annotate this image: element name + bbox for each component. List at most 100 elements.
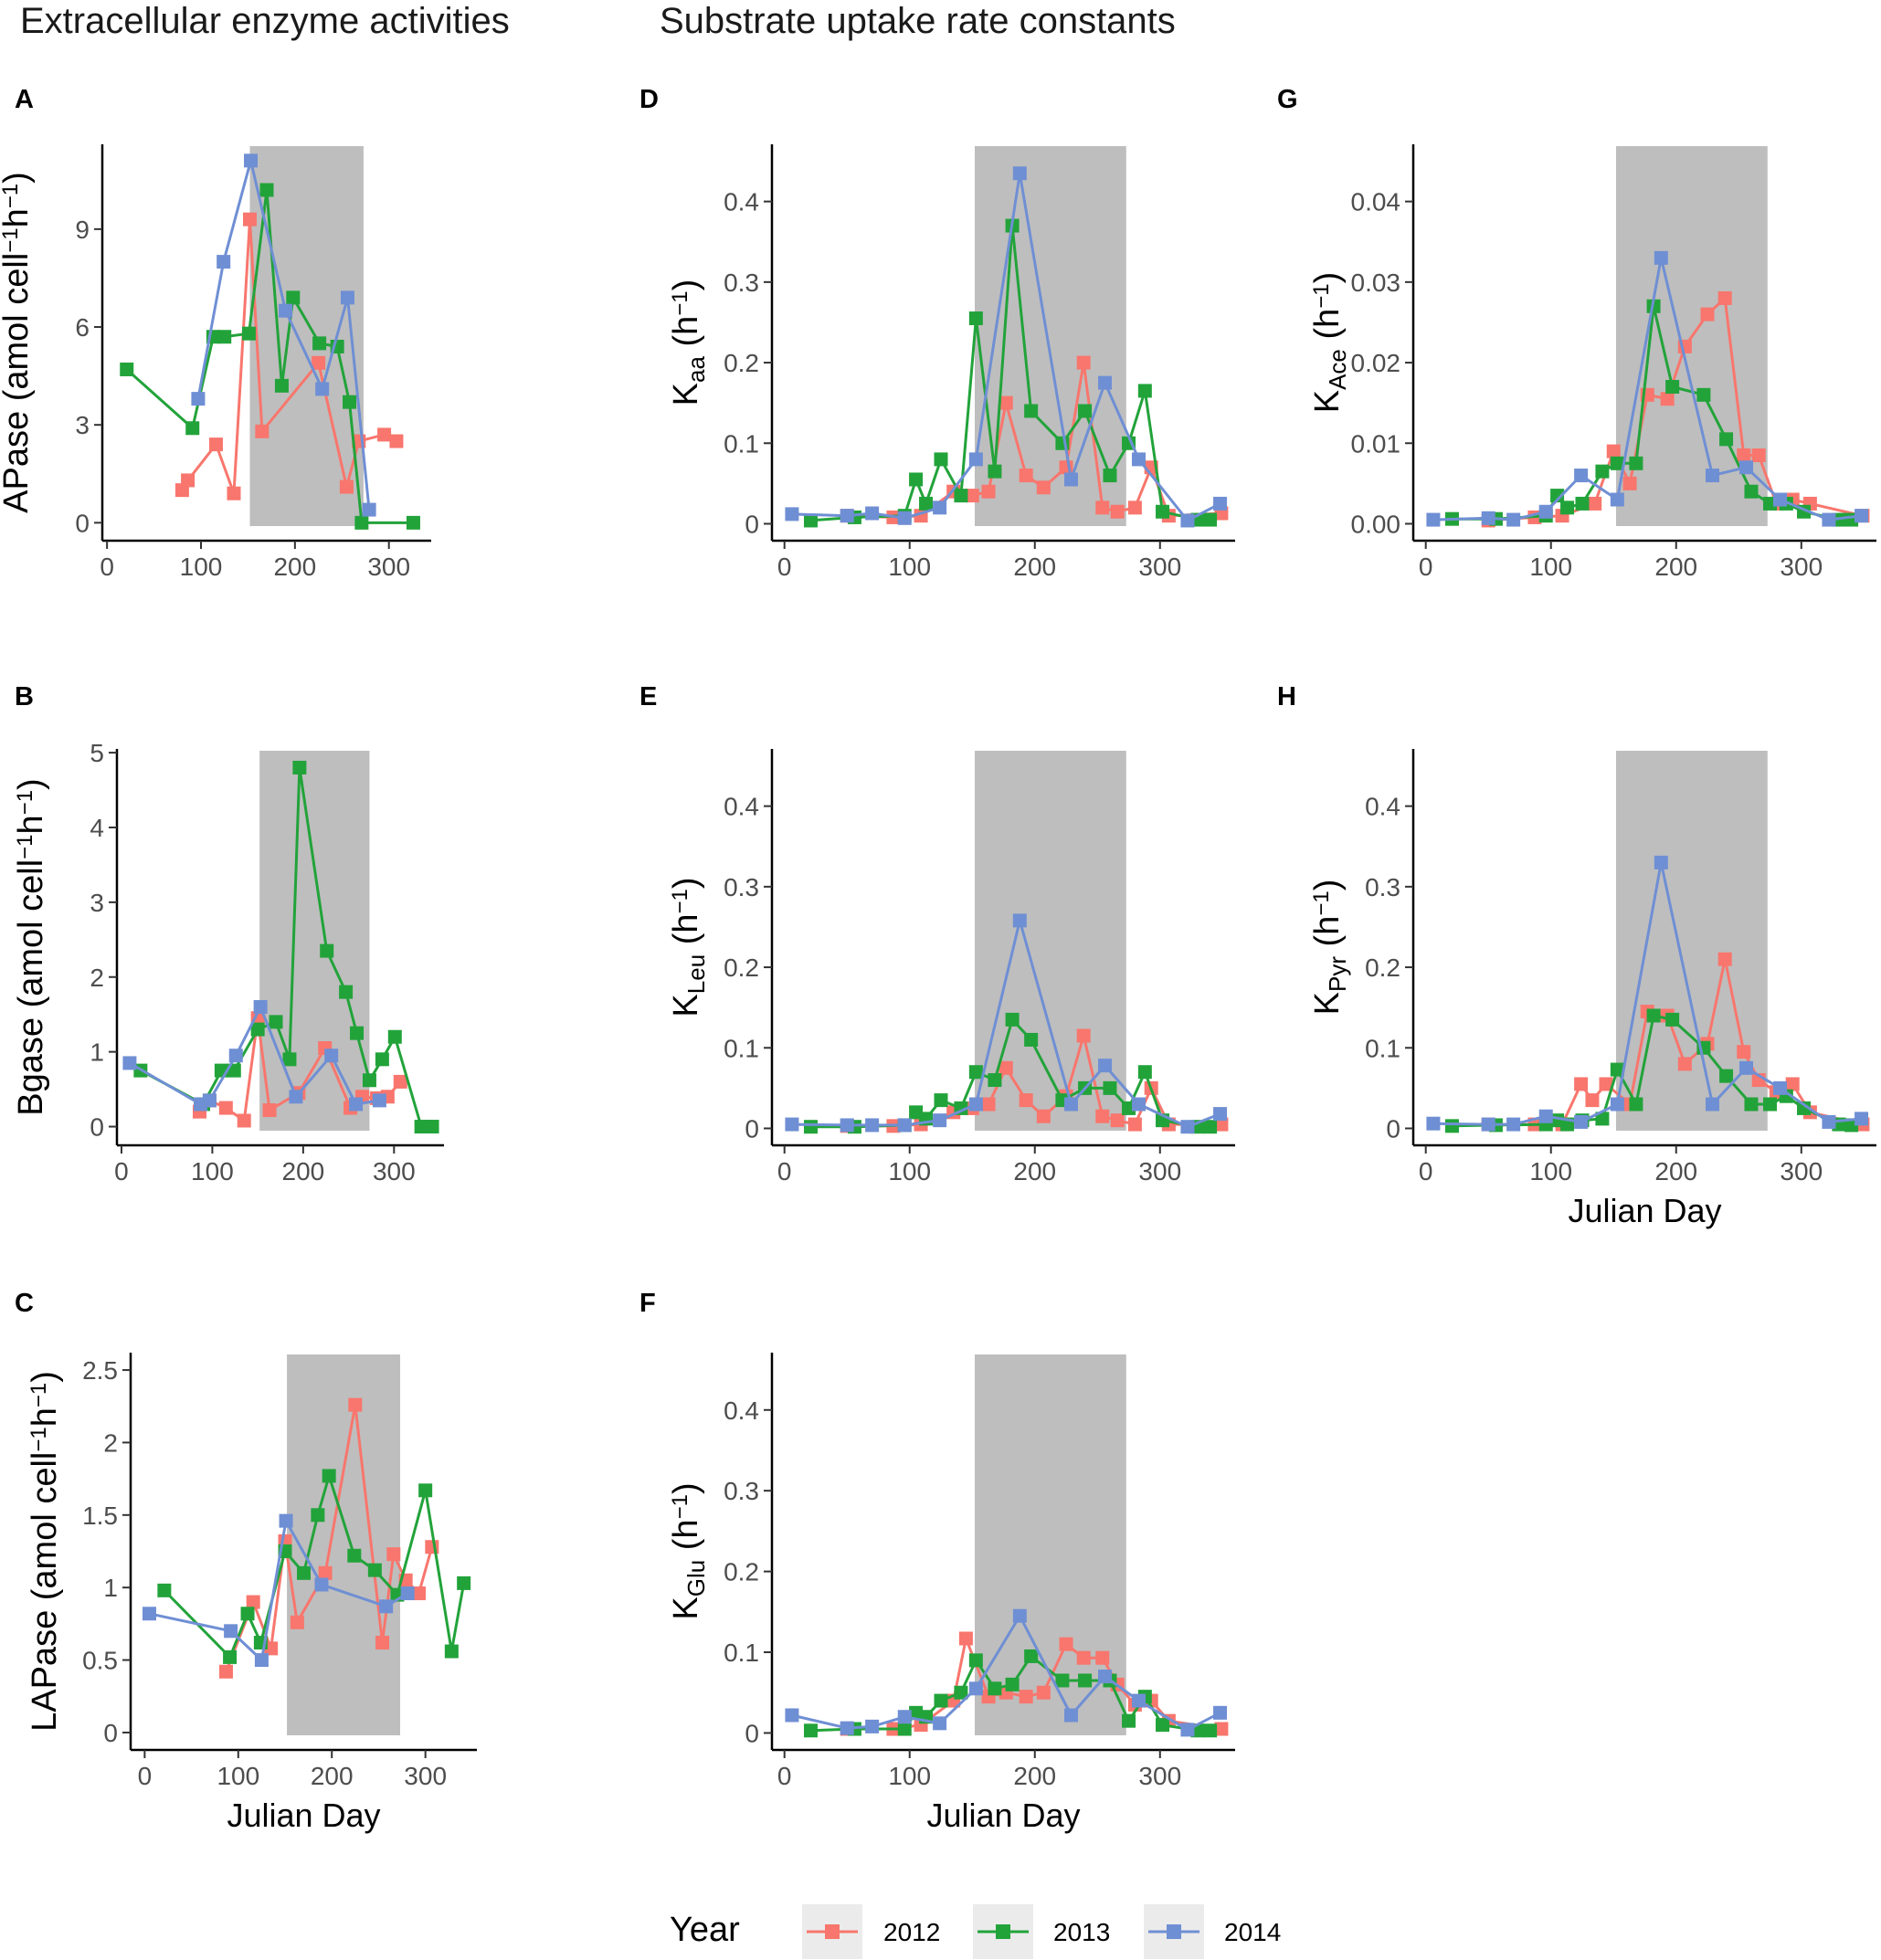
data-point-2013-d: [1203, 512, 1218, 527]
data-point-2012-h: [1737, 1045, 1751, 1059]
data-point-2012-e: [981, 1097, 996, 1112]
data-point-2014-d: [1131, 452, 1146, 467]
data-point-2014-e: [1213, 1107, 1228, 1122]
data-point-2014-c: [314, 1577, 329, 1592]
data-point-2014-f: [1180, 1723, 1195, 1737]
data-point-2013-d: [988, 464, 1002, 479]
y-tick-label-e: 0.4: [724, 793, 759, 821]
data-point-2013-a: [343, 395, 357, 409]
x-tick-label-e: 100: [888, 1157, 931, 1185]
data-point-2014-b: [122, 1056, 137, 1070]
y-tick-label-h: 0: [1386, 1114, 1400, 1143]
data-point-2012-f: [1076, 1650, 1091, 1665]
data-point-2014-g: [1506, 512, 1521, 527]
x-tick-label-g: 300: [1780, 553, 1823, 581]
data-point-2014-c: [254, 1653, 269, 1668]
panel-label-a: A: [15, 85, 34, 114]
y-tick-label-c: 1.5: [82, 1502, 118, 1530]
data-point-2013-c: [418, 1483, 433, 1498]
data-point-2013-d: [909, 472, 924, 487]
legend-label-2014: 2014: [1224, 1918, 1281, 1946]
x-tick-label-c: 100: [217, 1762, 259, 1790]
data-point-2014-a: [217, 255, 231, 269]
data-point-2014-g: [1654, 250, 1668, 265]
data-point-2014-f: [1097, 1670, 1112, 1684]
y-tick-label-g: 0.00: [1351, 510, 1401, 538]
data-point-2013-d: [803, 513, 818, 528]
data-point-2013-a: [185, 421, 200, 436]
panel-label-f: F: [639, 1289, 656, 1318]
data-point-2014-h: [1538, 1109, 1553, 1123]
data-point-2012-a: [339, 479, 354, 494]
data-point-2013-d: [1103, 469, 1117, 483]
y-tick-label-e: 0.3: [724, 873, 759, 901]
data-point-2013-c: [322, 1469, 336, 1483]
data-point-2013-b: [339, 985, 354, 999]
data-point-2013-e: [934, 1093, 948, 1108]
x-tick-label-b: 100: [191, 1157, 234, 1185]
data-point-2012-b: [218, 1101, 233, 1115]
data-point-2014-g: [1481, 511, 1495, 525]
data-point-2013-b: [350, 1026, 365, 1040]
y-tick-label-a: 9: [75, 216, 90, 244]
data-point-2014-g: [1855, 509, 1869, 523]
data-point-2013-f: [1005, 1677, 1020, 1691]
data-point-2012-a: [227, 486, 241, 501]
data-point-2013-g: [1595, 464, 1610, 479]
panel-h: H 0 100 200 300 0 0.1 0.2 0.3 0.4 KPyr (h−1) Julian…: [1277, 682, 1876, 1229]
data-point-2012-e: [1127, 1117, 1142, 1132]
data-point-2013-h: [1444, 1119, 1459, 1133]
data-point-2012-e: [1019, 1093, 1033, 1108]
data-point-2012-e: [1036, 1109, 1051, 1123]
y-tick-label-c: 1: [103, 1574, 118, 1602]
data-point-2012-a: [242, 212, 257, 227]
data-point-2012-c: [218, 1664, 233, 1679]
data-point-2014-g: [1772, 492, 1787, 507]
data-point-2013-f: [968, 1653, 983, 1668]
data-point-2014-d: [933, 501, 947, 515]
x-tick-label-h: 300: [1780, 1157, 1823, 1185]
data-point-2012-h: [1785, 1077, 1800, 1091]
data-point-2012-a: [181, 473, 195, 488]
data-point-2014-c: [279, 1513, 293, 1528]
data-point-2014-d: [1213, 496, 1228, 511]
data-point-2013-f: [897, 1722, 912, 1736]
x-axis-title-c: Julian Day: [227, 1797, 380, 1834]
y-axis-title-d: Kaa (h−1): [667, 279, 710, 406]
data-point-2014-b: [202, 1093, 217, 1108]
data-point-2012-a: [208, 437, 223, 452]
shaded-period-c: [287, 1354, 401, 1735]
y-axis-title-h: KPyr (h−1): [1308, 880, 1351, 1016]
data-point-2012-e: [999, 1060, 1013, 1075]
legend-label-2012: 2012: [883, 1918, 940, 1946]
data-point-2013-a: [274, 378, 289, 393]
panel-c: C 0 100 200 300 0 0.5 1 1.5 2 2.5 LAPase (amol cell…: [15, 1289, 477, 1834]
x-tick-label-c: 300: [404, 1762, 447, 1790]
y-tick-label-c: 0: [103, 1719, 118, 1747]
data-point-2013-b: [425, 1120, 439, 1134]
data-point-2013-d: [934, 452, 948, 467]
data-point-2013-a: [217, 330, 232, 344]
data-point-2013-h: [1744, 1097, 1759, 1112]
data-point-2014-f: [1213, 1705, 1228, 1720]
data-point-2013-h: [1610, 1062, 1624, 1077]
panel-label-h: H: [1277, 682, 1296, 711]
legend-key-marker-2013: [996, 1924, 1010, 1939]
data-point-2014-e: [1012, 913, 1027, 928]
data-point-2012-h: [1717, 952, 1732, 966]
data-point-2013-g: [1629, 456, 1643, 470]
data-point-2014-h: [1705, 1097, 1719, 1112]
data-point-2013-a: [354, 515, 369, 530]
data-point-2014-f: [840, 1721, 854, 1735]
data-point-2013-b: [292, 760, 307, 775]
data-point-2013-g: [1719, 432, 1734, 447]
data-point-2012-c: [386, 1547, 401, 1562]
data-point-2013-c: [367, 1563, 382, 1577]
data-point-2012-d: [1019, 469, 1033, 483]
y-tick-label-f: 0: [745, 1719, 759, 1747]
data-point-2013-h: [1763, 1097, 1778, 1112]
y-tick-label-g: 0.02: [1351, 349, 1401, 377]
panel-a: A 0 100 200 300 0 3 6 9 APase (amol cell−1h−1): [0, 85, 431, 581]
data-point-2013-g: [1665, 380, 1680, 395]
y-tick-label-d: 0: [745, 510, 759, 538]
